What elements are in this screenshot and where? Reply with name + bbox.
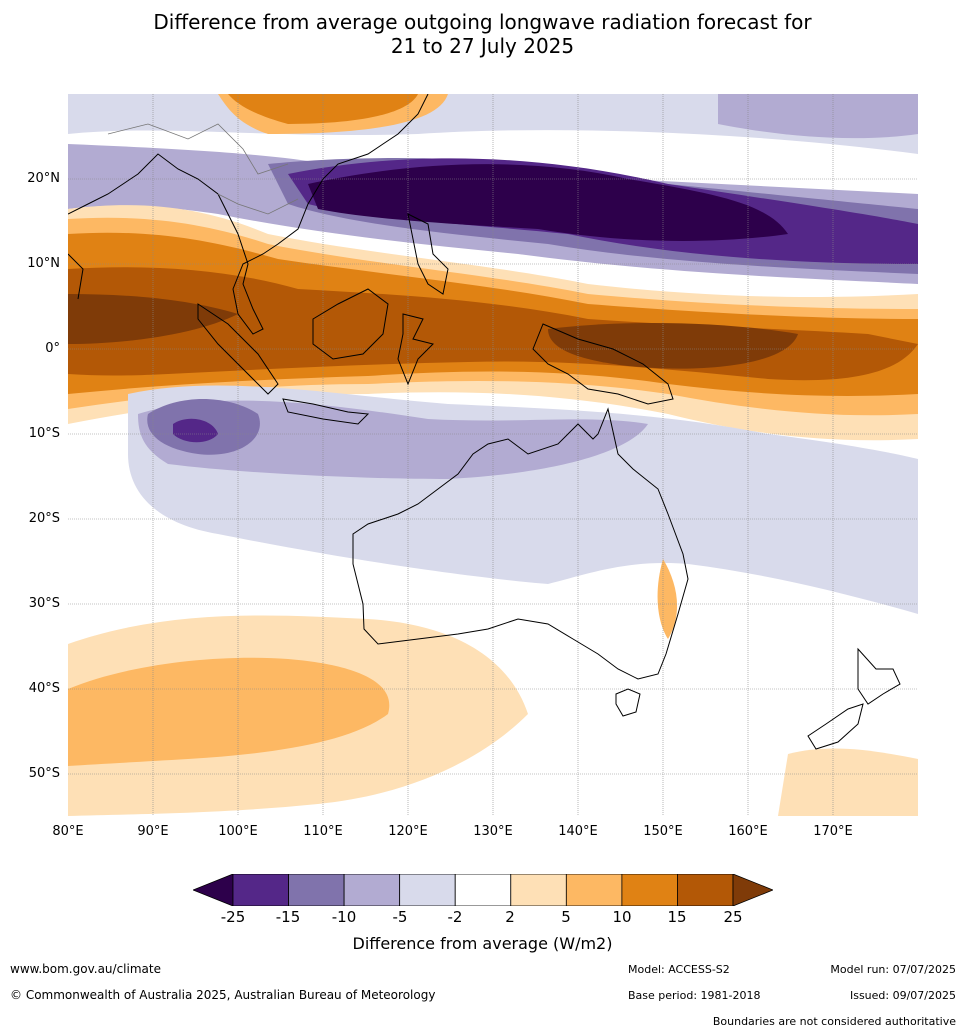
colorbar-segment xyxy=(288,874,345,906)
lon-label-90e: 90°E xyxy=(137,824,169,839)
colorbar-tick: 25 xyxy=(723,908,743,926)
colorbar-tick: -5 xyxy=(392,908,408,926)
lon-label-100e: 100°E xyxy=(218,824,258,839)
lat-label-10n: 10°N xyxy=(27,256,60,271)
lat-label-0: 0° xyxy=(45,341,60,356)
website-link[interactable]: www.bom.gov.au/climate xyxy=(10,962,161,976)
olr-anomaly-map xyxy=(67,93,918,816)
colorbar-tick: 15 xyxy=(667,908,687,926)
model-info: Model: ACCESS-S2 xyxy=(628,963,730,976)
map-title: Difference from average outgoing longwav… xyxy=(0,10,965,58)
lon-label-160e: 160°E xyxy=(728,824,768,839)
model-run: Model run: 07/07/2025 xyxy=(830,963,956,976)
colorbar-tick: 5 xyxy=(561,908,571,926)
colorbar-tick: -2 xyxy=(447,908,463,926)
lat-label-10s: 10°S xyxy=(28,426,60,441)
lat-label-30s: 30°S xyxy=(28,596,60,611)
lon-label-80e: 80°E xyxy=(52,824,84,839)
lat-label-20n: 20°N xyxy=(27,171,60,186)
issued-date: Issued: 09/07/2025 xyxy=(849,989,956,1002)
colorbar-segment xyxy=(343,874,401,906)
lon-label-130e: 130°E xyxy=(473,824,513,839)
colorbar-segment xyxy=(510,874,567,906)
colorbar-arrow-low xyxy=(193,874,234,906)
base-period: Base period: 1981-2018 xyxy=(628,989,761,1002)
colorbar-segment xyxy=(454,874,512,906)
title-line-1: Difference from average outgoing longwav… xyxy=(153,10,812,34)
colorbar-label: Difference from average (W/m2) xyxy=(352,934,613,953)
colorbar-tick: 10 xyxy=(612,908,632,926)
lon-label-150e: 150°E xyxy=(643,824,683,839)
colorbar-arrow-high xyxy=(732,874,773,906)
colorbar-tick: -25 xyxy=(220,908,246,926)
colorbar-tick: -15 xyxy=(275,908,301,926)
colorbar-segment xyxy=(677,874,734,906)
colorbar-segment xyxy=(232,874,289,906)
copyright: © Commonwealth of Australia 2025, Austra… xyxy=(10,988,436,1002)
colorbar-tick: 2 xyxy=(505,908,515,926)
colorbar xyxy=(193,874,773,906)
lat-label-40s: 40°S xyxy=(28,681,60,696)
colorbar-segment xyxy=(621,874,678,906)
lon-label-170e: 170°E xyxy=(813,824,853,839)
lon-label-140e: 140°E xyxy=(558,824,598,839)
map-canvas xyxy=(67,93,918,816)
lat-label-50s: 50°S xyxy=(28,766,60,781)
lat-label-20s: 20°S xyxy=(28,511,60,526)
colorbar-segment xyxy=(399,874,456,906)
colorbar-segments xyxy=(232,874,734,906)
lon-label-110e: 110°E xyxy=(303,824,343,839)
lon-label-120e: 120°E xyxy=(388,824,428,839)
disclaimer: Boundaries are not considered authoritat… xyxy=(712,1015,956,1028)
title-line-2: 21 to 27 July 2025 xyxy=(390,34,575,58)
colorbar-tick: -10 xyxy=(331,908,357,926)
colorbar-segment xyxy=(565,874,623,906)
